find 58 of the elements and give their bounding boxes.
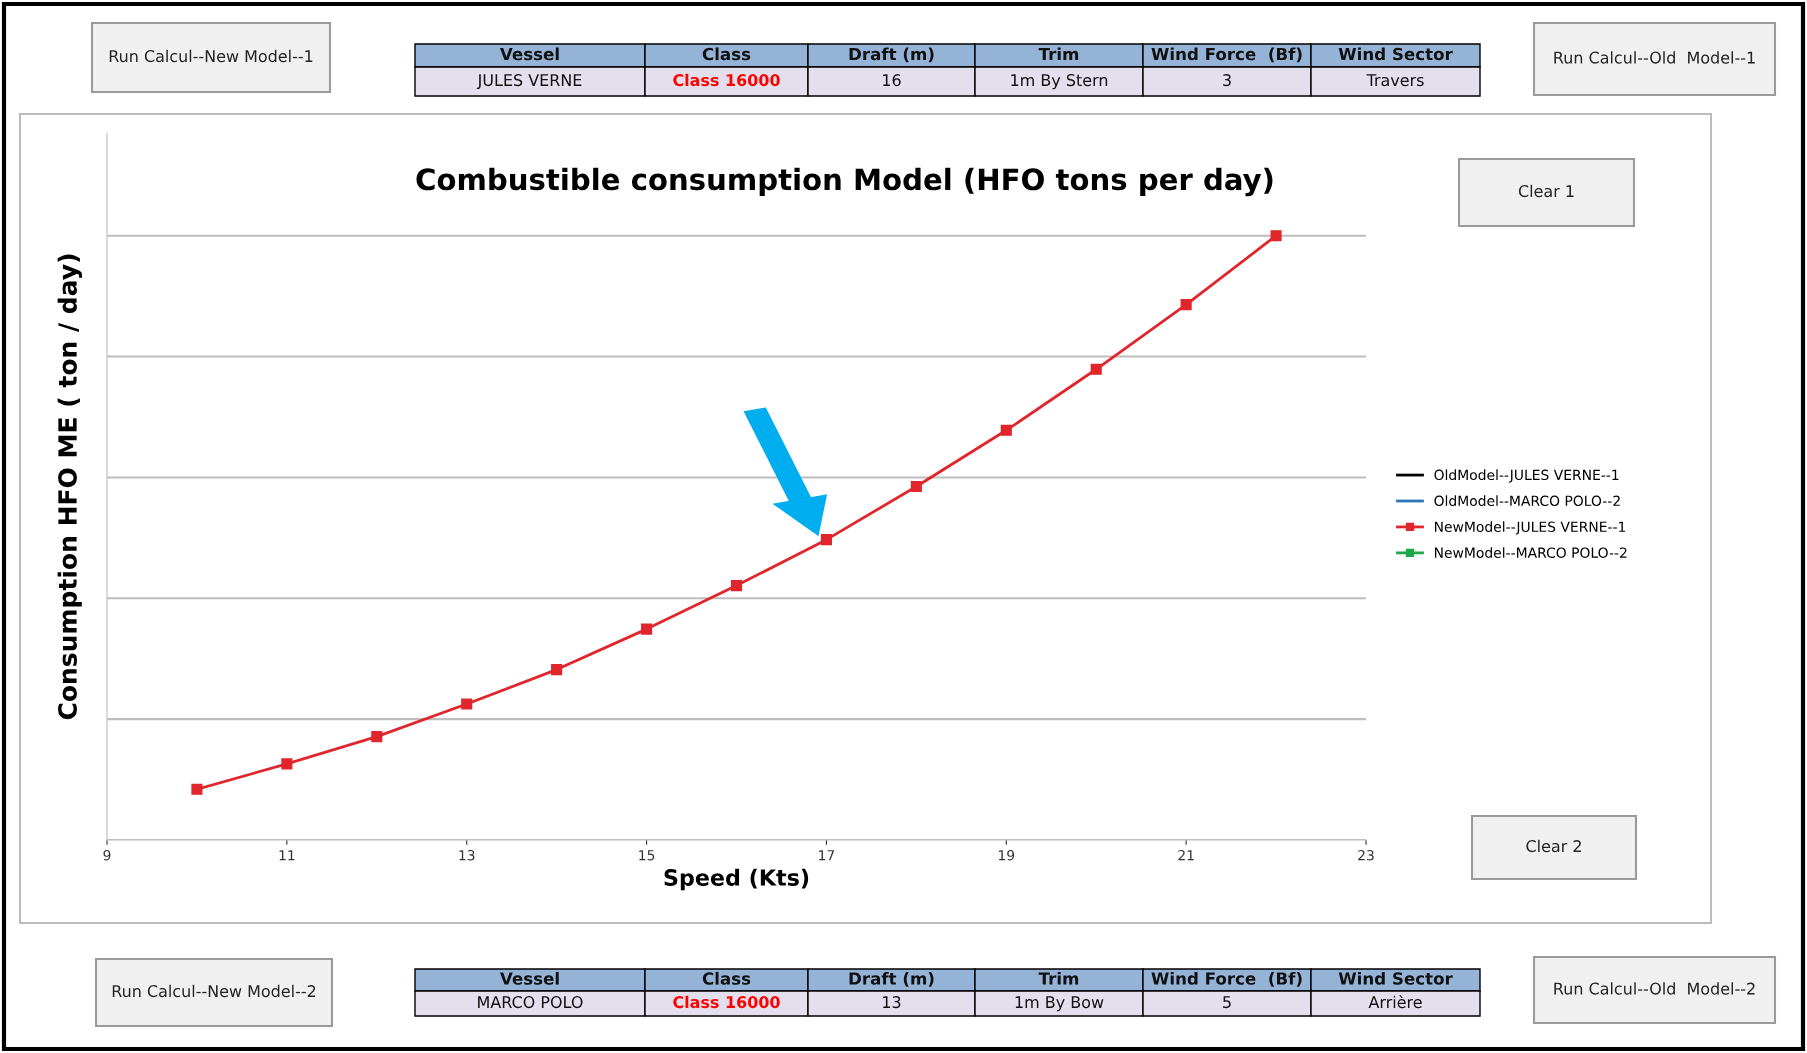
text: Wind Sector	[1338, 971, 1453, 985]
x-tick-label: 13	[459, 849, 475, 861]
text: Trim	[1038, 47, 1079, 61]
point	[730, 580, 743, 592]
text: Arrière	[1368, 995, 1422, 1009]
text: Run Calcul--Old Model--2	[1554, 982, 1755, 995]
text: 1m By Stern	[1011, 74, 1108, 90]
text: JULES VERNE	[476, 74, 582, 90]
text: 16	[883, 74, 901, 87]
point	[1270, 230, 1282, 242]
text: Wind Force (Bf)	[1151, 971, 1302, 987]
chart-title: Combustible consumption Model (HFO tons per day)	[416, 167, 1273, 197]
point	[281, 758, 293, 770]
point	[910, 480, 922, 493]
point	[1000, 424, 1012, 436]
text: Run Calcul--Old Model--1	[1554, 51, 1755, 64]
text: 3	[1223, 74, 1231, 87]
text: MARCO POLO	[478, 996, 583, 1009]
legend-label: OldModel--JULES VERNE--1	[1434, 469, 1619, 483]
text: Vessel	[500, 47, 559, 61]
text: Clear 2	[1526, 839, 1581, 853]
y-axis-title: Consumption HFO ME ( ton / day)	[57, 254, 82, 720]
text: Trim	[1038, 971, 1079, 985]
text: Run Calcul--New Model--2	[112, 984, 316, 998]
legend-label: NewModel--JULES VERNE--1	[1434, 521, 1626, 535]
text: Class	[702, 971, 751, 985]
x-tick-label: 21	[1178, 849, 1194, 861]
x-tick-label: 11	[279, 850, 295, 861]
point	[461, 698, 473, 710]
point	[1180, 299, 1192, 311]
text: 1m By Bow	[1015, 996, 1104, 1012]
point	[191, 783, 203, 795]
text: Wind Sector	[1338, 47, 1453, 61]
text: 5	[1223, 996, 1231, 1009]
x-tick-label: 23	[1358, 849, 1374, 861]
point	[820, 534, 832, 546]
text: Travers	[1366, 74, 1424, 87]
point	[551, 664, 563, 676]
x-tick-label: 19	[998, 849, 1015, 861]
legend-label: NewModel--MARCO POLO--2	[1434, 547, 1627, 558]
legend-label: OldModel--MARCO POLO--2	[1434, 495, 1620, 507]
text: Vessel	[500, 971, 559, 985]
point	[371, 731, 383, 743]
x-tick-label: 17	[819, 850, 835, 861]
x-axis-title: Speed (Kts)	[664, 868, 809, 891]
text: Clear 1	[1518, 184, 1574, 198]
x-tick-label: 9	[103, 849, 111, 861]
text: Run Calcul--New Model--1	[109, 49, 313, 63]
text: Wind Force (Bf)	[1151, 47, 1302, 63]
text: Class 16000	[673, 73, 780, 87]
text: Class	[702, 47, 751, 61]
x-tick-label: 15	[639, 850, 655, 861]
text: 13	[883, 996, 901, 1009]
text: Class 16000	[673, 995, 780, 1009]
text: Draft (m)	[849, 47, 934, 63]
point	[641, 623, 653, 635]
point	[1090, 363, 1102, 375]
text: Draft (m)	[849, 971, 934, 987]
